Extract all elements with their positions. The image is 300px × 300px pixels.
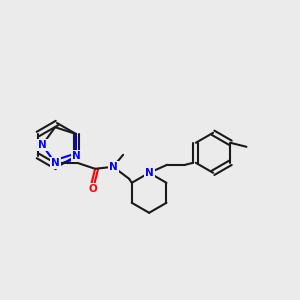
Text: N: N: [109, 162, 118, 172]
Text: N: N: [51, 158, 59, 168]
Text: N: N: [38, 140, 46, 150]
Text: N: N: [72, 151, 80, 161]
Text: N: N: [145, 168, 154, 178]
Text: O: O: [88, 184, 97, 194]
